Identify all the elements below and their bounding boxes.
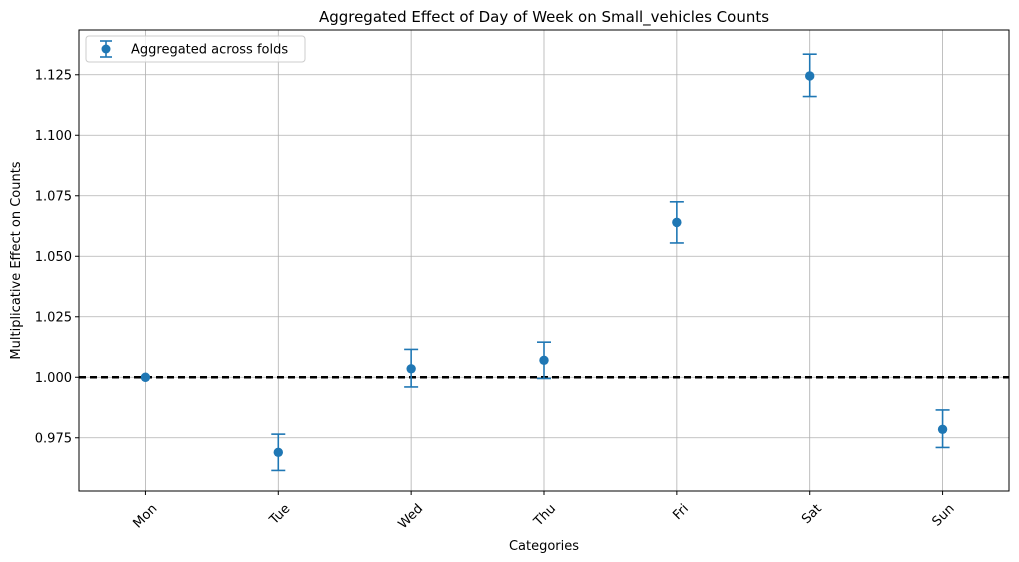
x-axis-label: Categories [509,539,579,554]
x-tick-label: Mon [130,501,160,531]
data-point [937,424,948,434]
legend-box [85,35,306,63]
x-axis: Mon Tue Wed Thu Fri Sat Sun [130,491,958,532]
data-point [140,372,151,382]
x-tick-label: Tue [266,501,293,528]
series-group [140,53,950,472]
y-axis-label: Multiplicative Effect on Counts [9,161,24,359]
x-tick-label: Fri [670,501,692,523]
y-axis: 0.975 1.000 1.025 1.050 1.075 1.100 1.125 [35,68,79,446]
chart-title: Aggregated Effect of Day of Week on Smal… [319,8,769,27]
legend: Aggregated across folds [85,35,306,63]
y-tick-label: 1.125 [35,68,72,83]
data-point [672,217,682,228]
x-tick-label: Wed [396,501,427,532]
legend-marker [100,40,112,58]
y-tick-label: 0.975 [35,431,72,446]
y-tick-label: 1.075 [35,189,72,204]
x-tick-label: Sat [799,501,825,527]
data-point [805,71,815,81]
data-point [273,447,283,457]
y-tick-label: 1.025 [35,310,72,325]
legend-label: Aggregated across folds [131,43,288,58]
x-tick-label: Thu [530,501,559,530]
y-tick-label: 1.000 [35,371,72,386]
legend-point [101,44,111,54]
x-tick-label: Sun [930,501,958,529]
data-point [539,355,549,366]
data-point [406,364,416,374]
y-tick-label: 1.100 [35,129,72,144]
grid [79,30,1009,491]
y-tick-label: 1.050 [35,250,72,265]
